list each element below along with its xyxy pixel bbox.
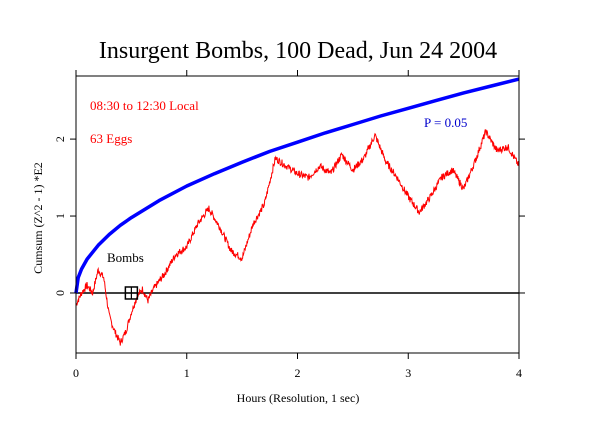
p-value-annotation: P = 0.05 <box>424 115 467 130</box>
x-tick-label: 2 <box>295 366 301 380</box>
x-axis-label: Hours (Resolution, 1 sec) <box>237 391 360 405</box>
x-tick-label: 1 <box>184 366 190 380</box>
chart-title: Insurgent Bombs, 100 Dead, Jun 24 2004 <box>99 38 497 64</box>
y-tick-label: 2 <box>53 136 67 142</box>
p-005-curve <box>74 77 520 294</box>
plot-area <box>74 77 520 346</box>
event-label: Bombs <box>107 250 144 265</box>
axes: 0 1 2 3 4 0 1 2 <box>53 70 525 380</box>
x-tick-label: 4 <box>516 366 522 380</box>
cumsum-series-line <box>75 129 520 346</box>
x-tick-label: 3 <box>405 366 411 380</box>
y-tick-label: 0 <box>53 290 67 296</box>
y-axis-label: Cumsum (Z^2 - 1) *E2 <box>31 162 45 274</box>
time-range-annotation: 08:30 to 12:30 Local <box>90 98 199 113</box>
x-tick-label: 0 <box>73 366 79 380</box>
y-tick-label: 1 <box>53 213 67 219</box>
eggs-annotation: 63 Eggs <box>90 131 132 146</box>
